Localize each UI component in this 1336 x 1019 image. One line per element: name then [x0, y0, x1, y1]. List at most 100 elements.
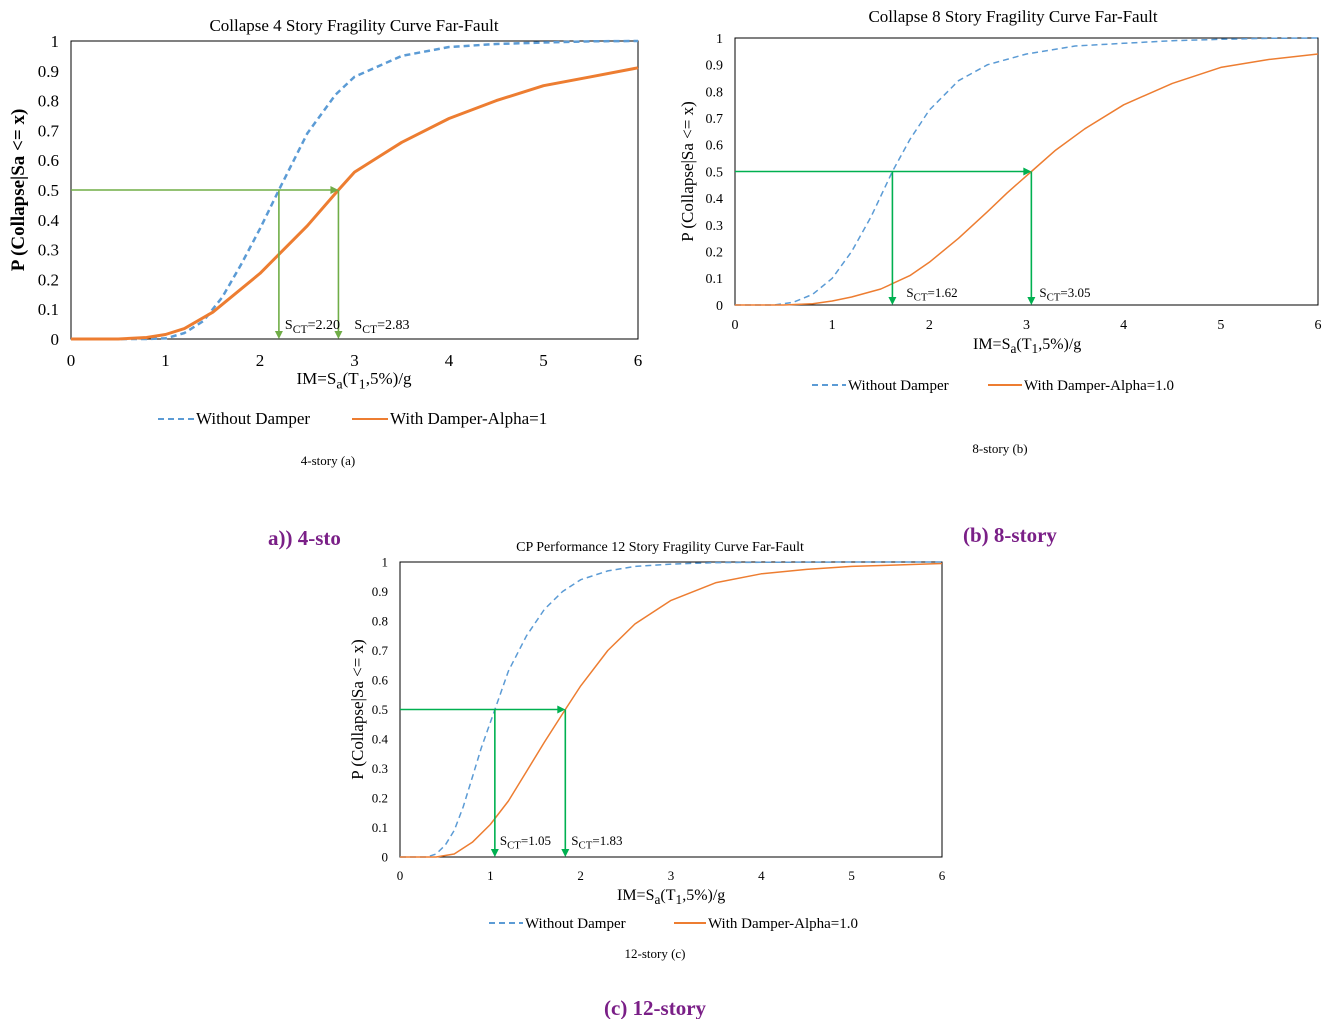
x-axis-label: IM=Sa(T1,5%)/g	[617, 887, 726, 908]
panel-subcaption: (b) 8-story	[963, 523, 1057, 547]
x-tick-label: 0	[397, 868, 404, 883]
sct-label: SCT=2.83	[354, 318, 410, 336]
legend-label: With Damper-Alpha=1.0	[1024, 378, 1174, 394]
y-tick-label: 0.6	[38, 151, 59, 170]
sct-label: SCT=1.62	[906, 285, 958, 304]
y-tick-label: 0	[382, 850, 389, 865]
y-tick-label: 0.5	[372, 702, 388, 717]
x-tick-label: 6	[1315, 318, 1322, 333]
y-tick-label: 0.4	[372, 732, 389, 747]
arrow-head-icon	[888, 297, 897, 305]
chart-panel-1: Collapse 4 Story Fragility Curve Far-Fau…	[8, 16, 642, 468]
y-tick-label: 0.9	[38, 62, 59, 81]
panel-subcaption: (c) 12-story	[604, 996, 707, 1019]
arrow-head-icon	[1023, 167, 1032, 176]
x-axis-label: IM=Sa(T1,5%)/g	[296, 369, 412, 393]
x-tick-label: 5	[848, 868, 855, 883]
arrow-head-icon	[490, 849, 499, 857]
chart-panel-2: Collapse 8 Story Fragility Curve Far-Fau…	[678, 7, 1322, 456]
y-tick-label: 0.7	[372, 643, 389, 658]
sct-label: SCT=2.20	[284, 318, 340, 336]
y-tick-label: 0.6	[706, 139, 724, 154]
legend-label: With Damper-Alpha=1	[390, 409, 547, 428]
series-line-without-damper	[71, 39, 639, 341]
x-tick-label: 1	[161, 351, 170, 370]
y-tick-label: 0.3	[38, 241, 59, 260]
y-tick-label: 0.8	[706, 85, 724, 100]
legend-label: Without Damper	[525, 916, 626, 932]
y-tick-label: 0.6	[372, 673, 389, 688]
x-tick-label: 6	[939, 868, 946, 883]
x-tick-label: 5	[539, 351, 548, 370]
sct-label: SCT=3.05	[1039, 285, 1091, 304]
y-tick-label: 1	[51, 32, 60, 51]
x-tick-label: 3	[1023, 318, 1030, 333]
y-tick-label: 1	[716, 32, 723, 47]
y-tick-label: 0	[716, 299, 723, 314]
chart-title: Collapse 4 Story Fragility Curve Far-Fau…	[209, 16, 498, 35]
y-tick-label: 0	[51, 330, 60, 349]
x-tick-label: 3	[350, 351, 359, 370]
panel-caption: 4-story (a)	[301, 453, 356, 468]
x-axis-label: IM=Sa(T1,5%)/g	[973, 336, 1082, 357]
x-tick-label: 1	[829, 318, 836, 333]
legend-label: Without Damper	[848, 378, 949, 394]
x-tick-label: 0	[67, 351, 76, 370]
y-tick-label: 0.4	[706, 192, 724, 207]
arrow-head-icon	[274, 331, 283, 339]
x-tick-label: 6	[634, 351, 643, 370]
x-tick-label: 4	[758, 868, 765, 883]
y-tick-label: 0.4	[38, 211, 60, 230]
legend-label: Without Damper	[196, 409, 310, 428]
y-tick-label: 0.2	[38, 270, 59, 289]
chart-panel-3: CP Performance 12 Story Fragility Curve …	[348, 540, 946, 961]
y-axis-label: P (Collapse|Sa <= x)	[8, 109, 29, 272]
y-tick-label: 0.1	[38, 300, 59, 319]
series-line-without-damper	[735, 37, 1319, 306]
series-line-with-damper	[71, 66, 639, 341]
x-tick-label: 2	[577, 868, 584, 883]
y-tick-label: 0.2	[706, 246, 724, 261]
y-tick-label: 0.5	[706, 165, 724, 180]
y-axis-label: P (Collapse|Sa <= x)	[348, 639, 367, 779]
x-tick-label: 4	[445, 351, 454, 370]
y-tick-label: 1	[382, 555, 389, 570]
x-tick-label: 2	[926, 318, 933, 333]
x-tick-label: 5	[1217, 318, 1224, 333]
y-tick-label: 0.7	[706, 112, 724, 127]
y-tick-label: 0.8	[372, 614, 388, 629]
sct-label: SCT=1.05	[499, 833, 552, 852]
y-tick-label: 0.9	[372, 584, 388, 599]
arrow-head-icon	[561, 849, 570, 857]
series-line-with-damper	[400, 562, 943, 858]
chart-title: CP Performance 12 Story Fragility Curve …	[516, 540, 804, 555]
x-tick-label: 3	[668, 868, 675, 883]
y-tick-label: 0.8	[38, 92, 59, 111]
panel-subcaption: a)) 4-sto	[268, 526, 341, 550]
arrow-head-icon	[334, 331, 343, 339]
panel-caption: 12-story (c)	[624, 946, 685, 961]
sct-label: SCT=1.83	[571, 833, 623, 852]
x-tick-label: 4	[1120, 318, 1127, 333]
x-tick-label: 0	[732, 318, 739, 333]
arrow-head-icon	[1027, 297, 1036, 305]
arrow-head-icon	[330, 186, 339, 194]
arrow-head-icon	[557, 705, 566, 714]
series-line-with-damper	[735, 53, 1319, 306]
y-tick-label: 0.2	[372, 791, 388, 806]
y-tick-label: 0.1	[372, 820, 388, 835]
y-tick-label: 0.5	[38, 181, 59, 200]
series-line-without-damper	[400, 561, 942, 858]
x-tick-label: 2	[256, 351, 265, 370]
y-tick-label: 0.3	[372, 761, 388, 776]
x-tick-label: 1	[487, 868, 494, 883]
y-tick-label: 0.1	[706, 272, 724, 287]
y-tick-label: 0.3	[706, 219, 724, 234]
y-tick-label: 0.9	[706, 59, 724, 74]
legend-label: With Damper-Alpha=1.0	[708, 916, 858, 932]
chart-title: Collapse 8 Story Fragility Curve Far-Fau…	[868, 7, 1157, 26]
y-axis-label: P (Collapse|Sa <= x)	[678, 101, 697, 241]
y-tick-label: 0.7	[38, 121, 60, 140]
panel-caption: 8-story (b)	[972, 441, 1027, 456]
